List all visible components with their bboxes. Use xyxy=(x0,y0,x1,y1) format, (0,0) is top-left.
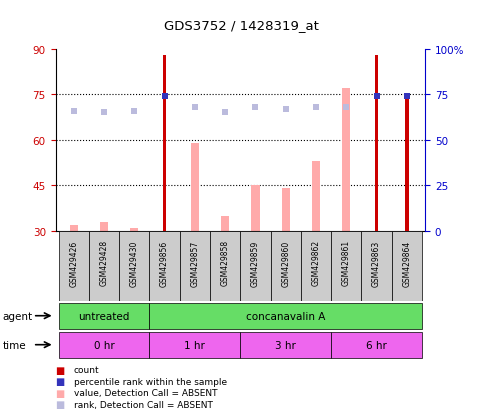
Bar xyxy=(70,225,78,231)
Bar xyxy=(58,303,149,329)
Bar xyxy=(210,231,241,301)
Bar xyxy=(149,231,180,301)
Bar xyxy=(241,231,270,301)
Text: count: count xyxy=(74,365,99,374)
Text: GSM429859: GSM429859 xyxy=(251,240,260,286)
Text: ■: ■ xyxy=(56,388,65,398)
Bar xyxy=(58,231,89,301)
Text: GSM429858: GSM429858 xyxy=(221,240,229,286)
Text: 3 hr: 3 hr xyxy=(275,340,296,350)
Text: untreated: untreated xyxy=(78,311,130,321)
Bar xyxy=(375,56,378,231)
Text: GSM429864: GSM429864 xyxy=(402,240,412,286)
Bar xyxy=(241,332,331,358)
Text: GSM429426: GSM429426 xyxy=(69,240,78,286)
Bar xyxy=(149,332,241,358)
Text: GSM429428: GSM429428 xyxy=(99,240,109,286)
Bar xyxy=(331,332,422,358)
Text: ■: ■ xyxy=(56,399,65,409)
Text: GSM429861: GSM429861 xyxy=(342,240,351,286)
Bar xyxy=(100,222,108,231)
Text: 6 hr: 6 hr xyxy=(366,340,387,350)
Text: GSM429430: GSM429430 xyxy=(130,240,139,286)
Bar xyxy=(301,231,331,301)
Text: GDS3752 / 1428319_at: GDS3752 / 1428319_at xyxy=(164,19,319,31)
Text: 0 hr: 0 hr xyxy=(94,340,114,350)
Bar xyxy=(163,56,166,231)
Bar xyxy=(119,231,149,301)
Bar xyxy=(180,231,210,301)
Bar xyxy=(149,303,422,329)
Bar xyxy=(331,231,361,301)
Text: 1 hr: 1 hr xyxy=(185,340,205,350)
Bar xyxy=(251,186,259,231)
Text: ■: ■ xyxy=(56,365,65,375)
Text: ■: ■ xyxy=(56,376,65,386)
Text: GSM429857: GSM429857 xyxy=(190,240,199,286)
Text: GSM429856: GSM429856 xyxy=(160,240,169,286)
Text: rank, Detection Call = ABSENT: rank, Detection Call = ABSENT xyxy=(74,400,213,409)
Bar xyxy=(342,89,351,231)
Text: concanavalin A: concanavalin A xyxy=(246,311,326,321)
Bar xyxy=(282,189,290,231)
Bar xyxy=(392,231,422,301)
Bar xyxy=(191,143,199,231)
Text: GSM429862: GSM429862 xyxy=(312,240,321,286)
Text: GSM429860: GSM429860 xyxy=(281,240,290,286)
Bar xyxy=(270,231,301,301)
Bar xyxy=(221,216,229,231)
Bar xyxy=(130,228,139,231)
Text: agent: agent xyxy=(2,311,32,321)
Text: value, Detection Call = ABSENT: value, Detection Call = ABSENT xyxy=(74,388,217,397)
Bar xyxy=(58,332,149,358)
Bar xyxy=(405,95,409,231)
Text: time: time xyxy=(2,340,26,350)
Text: GSM429863: GSM429863 xyxy=(372,240,381,286)
Bar xyxy=(361,231,392,301)
Bar xyxy=(89,231,119,301)
Bar xyxy=(312,161,320,231)
Text: percentile rank within the sample: percentile rank within the sample xyxy=(74,377,227,386)
